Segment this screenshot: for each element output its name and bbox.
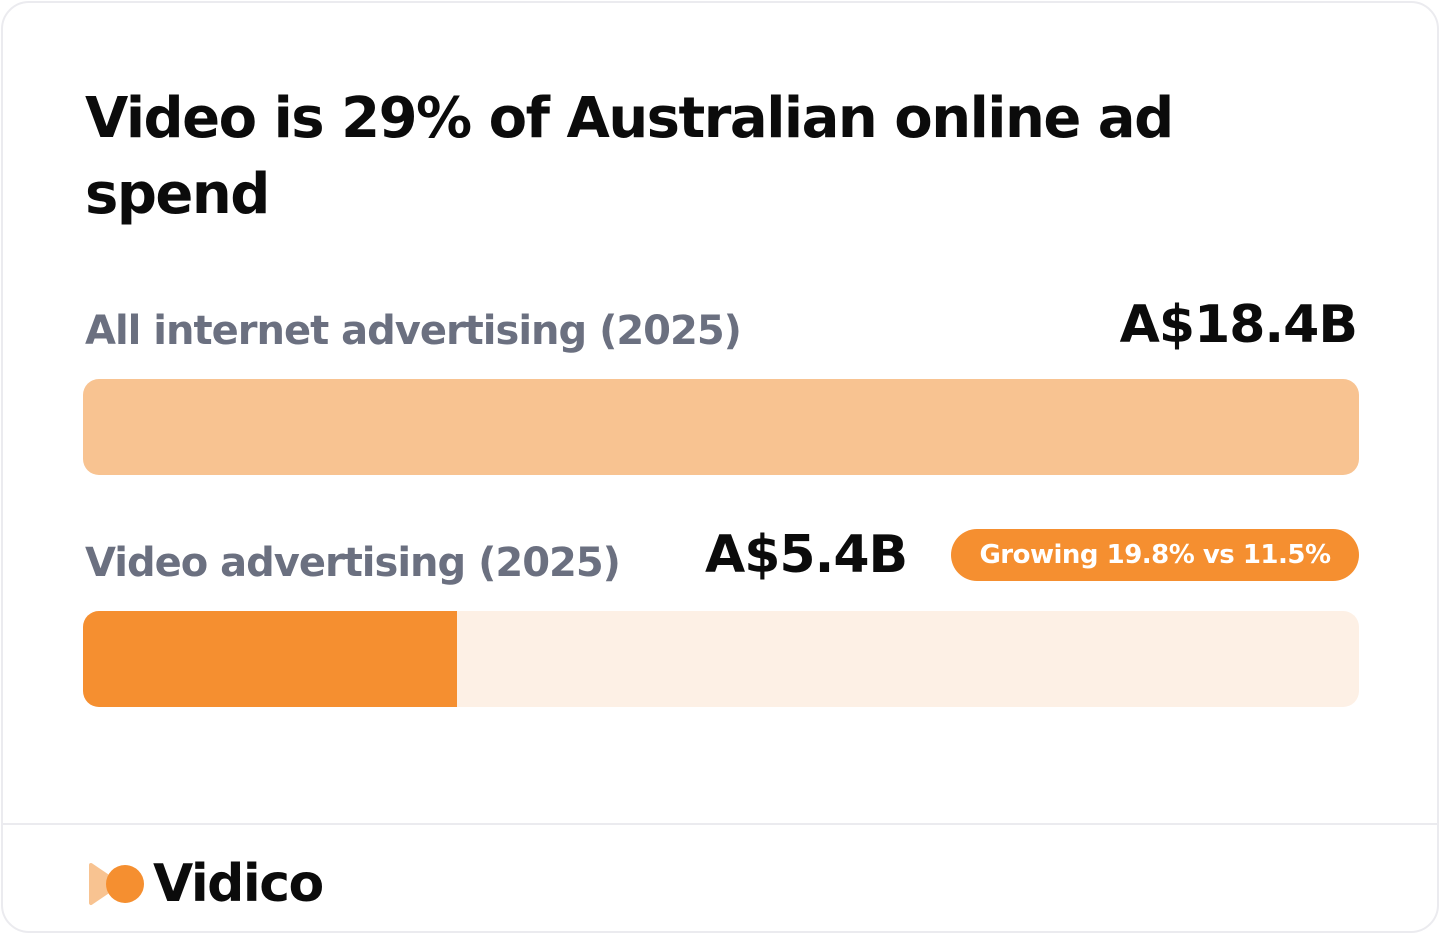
play-arrow-mark-icon xyxy=(89,863,144,905)
chart-title: Video is 29% of Australian online ad spe… xyxy=(85,86,1174,227)
brand-name: Vidico xyxy=(153,854,324,914)
logo-mark-front xyxy=(106,865,144,903)
bar-video xyxy=(83,611,458,707)
brand-logo: Vidico xyxy=(89,849,324,919)
footer-divider xyxy=(3,823,1437,825)
logo-mark-back xyxy=(89,863,121,905)
category-label-video: Video advertising (2025) xyxy=(85,540,621,586)
bar-internet xyxy=(83,379,1359,475)
growth-badge: Growing 19.8% vs 11.5% xyxy=(951,529,1359,581)
value-label-video: A$5.4B xyxy=(705,525,908,585)
bar-track-internet xyxy=(83,379,1359,475)
bar-track-video xyxy=(83,611,1359,707)
category-label-internet: All internet advertising (2025) xyxy=(85,308,742,354)
value-label-internet: A$18.4B xyxy=(1119,295,1358,355)
